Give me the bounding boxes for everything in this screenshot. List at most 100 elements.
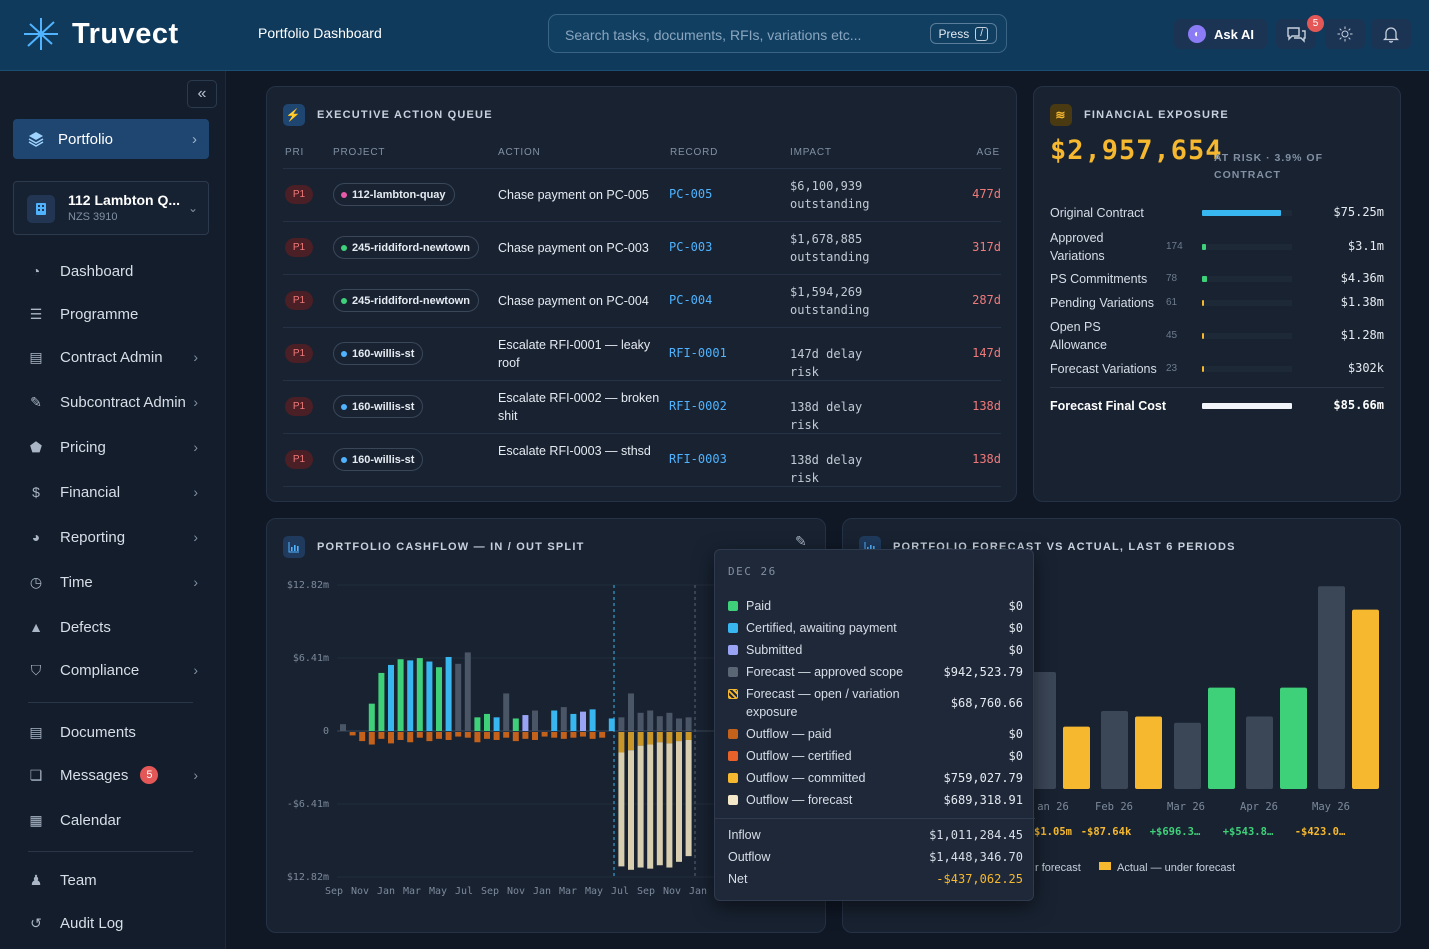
cashflow-bar-inflow-submitted[interactable] xyxy=(522,715,529,731)
table-row[interactable]: P1 160-willis-st Escalate RFI-0003 — sthsd… xyxy=(283,433,1001,486)
cashflow-bar-outflow-paid[interactable] xyxy=(532,732,538,740)
cashflow-bar-inflow-forecast[interactable] xyxy=(532,710,538,731)
cashflow-bar-inflow-forecast[interactable] xyxy=(637,712,644,731)
cashflow-bar-inflow-forecast[interactable] xyxy=(628,693,634,731)
forecast-chart[interactable]: an 26 Feb 26 Mar 26 Apr 26 May 26 $1.05m -$87.… xyxy=(843,519,1401,933)
sidebar-item-compliance[interactable]: ⛉ Compliance › xyxy=(28,657,208,683)
cashflow-bar-outflow-committed[interactable] xyxy=(676,732,682,742)
project-tag[interactable]: 160-willis-st xyxy=(333,395,424,418)
project-tag[interactable]: 160-willis-st xyxy=(333,448,424,471)
sidebar-item-defects[interactable]: ▲ Defects xyxy=(28,614,208,640)
cashflow-bar-outflow-forecast[interactable] xyxy=(666,743,673,868)
cashflow-bar-inflow-forecast[interactable] xyxy=(666,712,673,731)
cashflow-bar-inflow-paid[interactable] xyxy=(378,672,385,731)
project-tag[interactable]: 160-willis-st xyxy=(333,501,423,502)
cashflow-bar-outflow-paid[interactable] xyxy=(484,732,490,739)
project-tag[interactable]: 112-lambton-quay xyxy=(333,183,455,206)
sidebar-item-programme[interactable]: ☰ Programme xyxy=(28,301,208,327)
cashflow-bar-outflow-paid[interactable] xyxy=(426,732,433,742)
sidebar-item-documents[interactable]: ▤ Documents xyxy=(28,719,208,745)
cashflow-bar-inflow-certified[interactable] xyxy=(551,710,558,731)
forecast-bar[interactable] xyxy=(1101,711,1128,789)
collapse-sidebar-button[interactable]: « xyxy=(187,80,217,108)
cashflow-bar-outflow-forecast[interactable] xyxy=(647,744,654,869)
project-tag[interactable]: 245-riddiford-newtown xyxy=(333,236,479,259)
theme-toggle-button[interactable] xyxy=(1325,19,1365,49)
cashflow-bar-inflow-forecast[interactable] xyxy=(455,663,462,731)
cashflow-bar-inflow-certified[interactable] xyxy=(570,713,577,731)
cashflow-bar-outflow-paid[interactable] xyxy=(436,732,442,739)
actual-bar[interactable] xyxy=(1208,687,1235,789)
sidebar-item-contract-admin[interactable]: ▤ Contract Admin › xyxy=(28,344,208,370)
table-row[interactable]: P1 245-riddiford-newtown Chase payment on … xyxy=(283,221,1001,274)
record-link[interactable]: RFI-0003 xyxy=(669,452,727,466)
cashflow-bar-outflow-committed[interactable] xyxy=(647,732,654,745)
cashflow-bar-outflow-committed[interactable] xyxy=(666,732,673,744)
ask-ai-button[interactable]: ◐ Ask AI xyxy=(1174,19,1267,49)
sidebar-item-financial[interactable]: $ Financial › xyxy=(28,479,208,505)
cashflow-bar-inflow-forecast[interactable] xyxy=(340,724,346,731)
record-link[interactable]: PC-003 xyxy=(669,240,713,254)
record-link[interactable]: PC-004 xyxy=(669,293,713,307)
cashflow-bar-inflow-paid[interactable] xyxy=(512,718,519,731)
cashflow-bar-outflow-paid[interactable] xyxy=(407,732,414,743)
cashflow-bar-outflow-paid[interactable] xyxy=(522,732,529,739)
cashflow-bar-outflow-committed[interactable] xyxy=(618,732,625,753)
cashflow-bar-outflow-forecast[interactable] xyxy=(637,745,644,868)
cashflow-bar-inflow-forecast[interactable] xyxy=(656,716,663,731)
cashflow-bar-outflow-paid[interactable] xyxy=(455,732,462,737)
cashflow-bar-outflow-forecast[interactable] xyxy=(676,741,682,862)
cashflow-bar-outflow-committed[interactable] xyxy=(656,732,663,743)
cashflow-bar-inflow-paid[interactable] xyxy=(397,659,404,731)
project-tag[interactable]: 245-riddiford-newtown xyxy=(333,289,479,312)
cashflow-bar-outflow-paid[interactable] xyxy=(503,732,510,738)
cashflow-bar-outflow-paid[interactable] xyxy=(493,732,500,740)
record-link[interactable]: PC-005 xyxy=(669,187,713,201)
sidebar-item-calendar[interactable]: ▦ Calendar xyxy=(28,807,208,833)
cashflow-bar-outflow-forecast[interactable] xyxy=(618,752,625,867)
cashflow-bar-outflow-paid[interactable] xyxy=(512,732,519,742)
table-row[interactable]: P1 160-willis-st Escalate RFI-0001 — leaky… xyxy=(283,327,1001,380)
record-link[interactable]: RFI-0001 xyxy=(669,346,727,360)
cashflow-bar-outflow-paid[interactable] xyxy=(416,732,423,738)
cashflow-bar-outflow-paid[interactable] xyxy=(560,732,567,739)
table-row[interactable]: P1 245-riddiford-newtown Chase payment on … xyxy=(283,274,1001,327)
forecast-bar[interactable] xyxy=(1318,586,1345,789)
forecast-bar[interactable] xyxy=(1246,716,1273,789)
cashflow-bar-inflow-certified[interactable] xyxy=(407,660,414,731)
cashflow-bar-inflow-certified[interactable] xyxy=(493,717,500,731)
pencil-icon[interactable]: ✎ xyxy=(795,533,807,549)
actual-bar[interactable] xyxy=(1135,716,1162,789)
cashflow-bar-inflow-certified[interactable] xyxy=(445,656,452,731)
cashflow-bar-inflow-certified[interactable] xyxy=(388,664,394,731)
cashflow-bar-inflow-paid[interactable] xyxy=(416,658,423,731)
cashflow-bar-inflow-forecast[interactable] xyxy=(560,707,567,731)
table-row[interactable]: P1 112-lambton-quay Chase payment on PC-00… xyxy=(283,168,1001,221)
sidebar-item-subcontract-admin[interactable]: ✎ Subcontract Admin › xyxy=(28,389,208,415)
app-logo[interactable]: Truvect xyxy=(20,16,179,52)
record-link[interactable]: RFI-0002 xyxy=(669,399,727,413)
cashflow-bar-outflow-paid[interactable] xyxy=(445,732,452,740)
cashflow-bar-outflow-paid[interactable] xyxy=(397,732,404,740)
cashflow-bar-inflow-forecast[interactable] xyxy=(464,652,471,731)
project-selector[interactable]: 112 Lambton Q... NZS 3910 ⌄ xyxy=(13,181,209,235)
actual-bar[interactable] xyxy=(1063,726,1090,789)
actual-bar[interactable] xyxy=(1280,687,1307,789)
cashflow-bar-inflow-certified[interactable] xyxy=(608,718,615,731)
cashflow-bar-inflow-paid[interactable] xyxy=(474,717,481,731)
cashflow-bar-outflow-committed[interactable] xyxy=(637,732,644,746)
cashflow-bar-outflow-paid[interactable] xyxy=(580,732,586,737)
sidebar-item-audit-log[interactable]: ↺ Audit Log xyxy=(28,910,208,936)
cashflow-bar-inflow-forecast[interactable] xyxy=(647,710,654,731)
table-row[interactable]: P1 160-willis-st Escalate RFI-0002 — broke… xyxy=(283,380,1001,433)
cashflow-bar-outflow-paid[interactable] xyxy=(551,732,558,738)
cashflow-bar-inflow-forecast[interactable] xyxy=(618,717,625,731)
cashflow-bar-outflow-paid[interactable] xyxy=(589,732,596,739)
cashflow-bar-outflow-paid[interactable] xyxy=(349,732,356,736)
cashflow-bar-outflow-paid[interactable] xyxy=(378,732,385,739)
cashflow-bar-inflow-certified[interactable] xyxy=(589,709,596,731)
cashflow-bar-outflow-forecast[interactable] xyxy=(685,739,692,857)
cashflow-bar-inflow-certified[interactable] xyxy=(426,661,433,731)
cashflow-bar-inflow-paid[interactable] xyxy=(368,703,375,731)
